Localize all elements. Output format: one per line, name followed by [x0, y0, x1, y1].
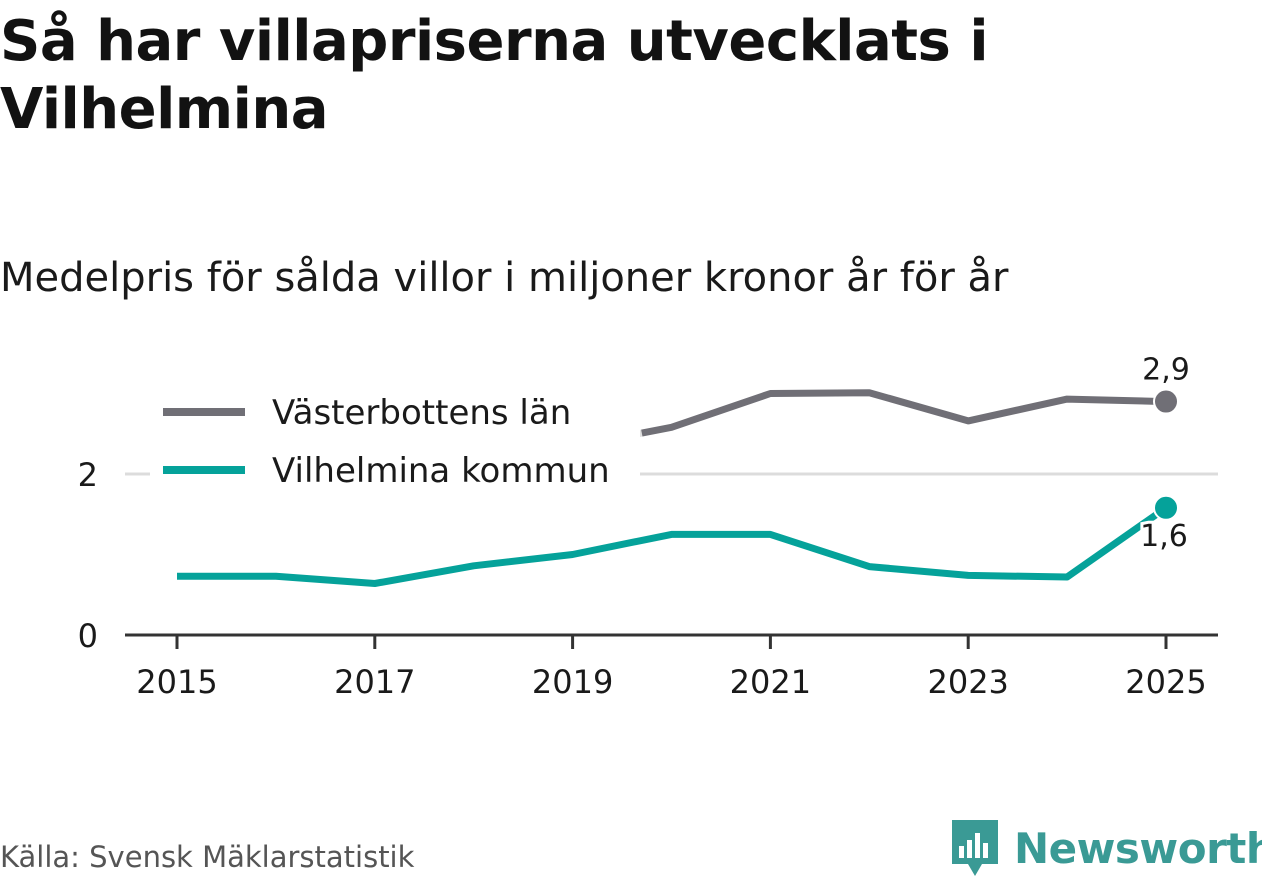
source-note: Källa: Svensk Mäklarstatistik [0, 840, 415, 874]
x-tick-label: 2023 [927, 663, 1008, 701]
endpoint-vasterbotten [1153, 388, 1179, 415]
data-label-vasterbotten: 2,9 [1142, 353, 1190, 388]
legend-label-vilhelmina: Vilhelmina kommun [272, 451, 610, 491]
brand-logo: Newsworthy [950, 818, 1262, 878]
page-title: Så har villapriserna utvecklats i Vilhel… [0, 9, 989, 142]
x-tick-label: 2015 [136, 663, 217, 701]
series-line-vilhelmina [177, 504, 1169, 587]
chart-subtitle: Medelpris för sålda villor i miljoner kr… [0, 255, 1009, 301]
legend-background [150, 380, 640, 500]
newsworthy-logo-icon [952, 820, 998, 876]
x-tick-label: 2017 [334, 663, 415, 701]
series-line-vasterbotten [641, 389, 1167, 437]
y-tick-label: 2 [78, 456, 98, 494]
endpoint-vilhelmina [1153, 494, 1179, 521]
data-label-vilhelmina: 1,6 [1140, 519, 1188, 554]
x-tick-label: 2019 [532, 663, 613, 701]
x-tick-label: 2025 [1125, 663, 1206, 701]
line-chart: 0 2 Västerbottens län Vilhelmina kommun 2,9 1… [78, 350, 1218, 701]
x-tick-label: 2021 [730, 663, 811, 701]
brand-name: Newsworthy [1014, 823, 1262, 873]
legend-label-vasterbotten: Västerbottens län [272, 393, 571, 433]
y-tick-label: 0 [78, 617, 98, 655]
